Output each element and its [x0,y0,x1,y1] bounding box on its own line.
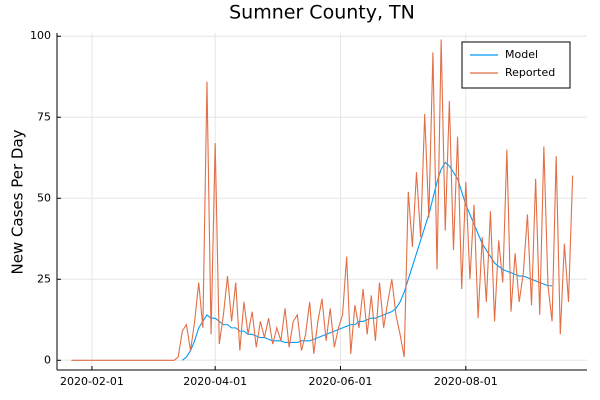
y-tick-label: 100 [30,29,51,42]
y-axis-label: New Cases Per Day [9,129,27,274]
series-line [71,39,574,361]
legend-box [461,41,571,89]
y-tick-label: 25 [37,272,51,285]
y-tick-label: 50 [37,191,51,204]
x-tick-label: 2020-02-01 [60,375,124,388]
chart-title: Sumner County, TN [229,2,415,24]
x-tick-label: 2020-04-01 [183,375,247,388]
legend-label: Reported [505,66,555,79]
series-line [181,161,553,361]
y-tick-label: 0 [44,353,51,366]
x-tick-label: 2020-08-01 [434,375,498,388]
legend-label: Model [505,48,538,61]
x-tick-label: 2020-06-01 [309,375,373,388]
y-tick-label: 75 [37,110,51,123]
